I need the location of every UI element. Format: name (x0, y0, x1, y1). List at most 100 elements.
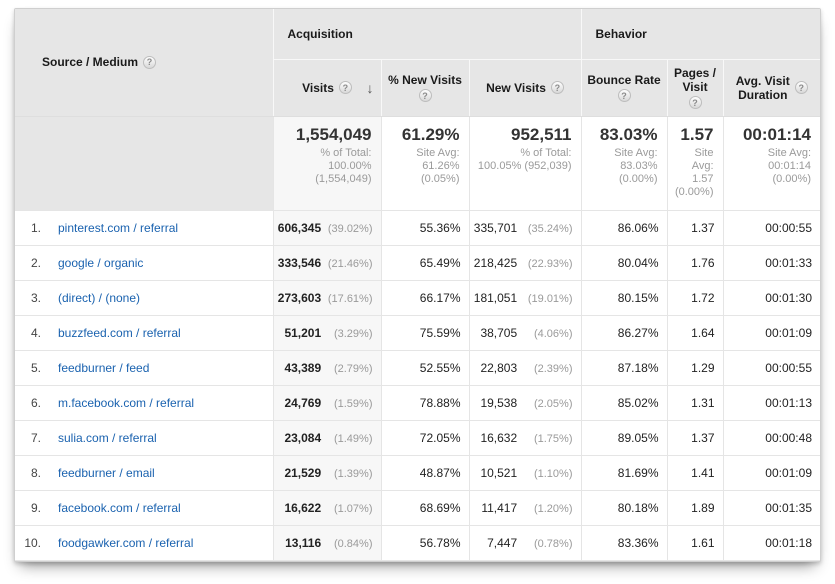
new-visits-percent: (4.06%) (533, 327, 573, 340)
source-medium-link[interactable]: feedburner / feed (58, 360, 150, 375)
visits-value: 43,389 (284, 360, 322, 375)
visits-cell: 51,201 (3.29%) (272, 315, 381, 351)
new-visits-percent: (2.05%) (533, 397, 573, 410)
bounce-total: 83.03% (599, 124, 658, 144)
summary-row: 1,554,049 % of Total: 100.00% (1,554,049… (15, 116, 820, 211)
pages-visit-cell: 1.64 (666, 315, 723, 351)
table-row: 3. (direct) / (none) 273,603 (17.61%) 66.… (15, 280, 820, 316)
source-medium-cell: 9. facebook.com / referral (15, 490, 273, 526)
column-header-source-medium[interactable]: Source / Medium ? (15, 9, 273, 117)
column-header-new-visits[interactable]: New Visits ? (468, 59, 581, 117)
help-icon[interactable]: ? (688, 96, 702, 109)
source-medium-link[interactable]: buzzfeed.com / referral (58, 325, 181, 340)
sort-descending-icon[interactable]: ↓ (366, 79, 374, 96)
table-row: 8. feedburner / email 21,529 (1.39%) 48.8… (15, 455, 820, 491)
help-icon[interactable]: ? (550, 81, 564, 94)
new-visits-cell: 22,803 (2.39%) (468, 350, 581, 386)
source-medium-cell: 5. feedburner / feed (15, 350, 273, 386)
new-visits-percent: (1.75%) (533, 432, 573, 445)
new-visits-cell: 19,538 (2.05%) (468, 385, 581, 421)
source-medium-link[interactable]: (direct) / (none) (58, 290, 141, 305)
bounce-rate-label: Bounce Rate (587, 73, 661, 87)
help-icon[interactable]: ? (143, 55, 157, 69)
column-header-visits[interactable]: Visits ? ↓ (272, 59, 381, 117)
help-icon[interactable]: ? (338, 81, 352, 94)
visits-cell: 43,389 (2.79%) (272, 350, 381, 386)
column-header-bounce-rate[interactable]: Bounce Rate ? (580, 59, 667, 117)
visits-value: 51,201 (284, 325, 322, 340)
new-visits-total-note: % of Total: 100.05% (952,039) (477, 146, 572, 172)
help-icon[interactable]: ? (794, 81, 808, 94)
bounce-rate-cell: 80.15% (580, 280, 667, 316)
pct-new-total-note: Site Avg: 61.26% (0.05%) (416, 146, 460, 185)
pages-visit-cell: 1.31 (666, 385, 723, 421)
new-visits-percent: (22.93%) (527, 257, 573, 270)
source-medium-cell: 4. buzzfeed.com / referral (15, 315, 273, 351)
help-icon[interactable]: ? (617, 89, 631, 102)
visits-value: 16,622 (284, 500, 322, 515)
visits-percent: (1.49%) (333, 432, 373, 445)
row-rank: 9. (30, 500, 41, 515)
pages-visit-cell: 1.37 (666, 210, 723, 246)
summary-bounce-rate: 83.03% Site Avg: 83.03% (0.00%) (580, 116, 667, 211)
source-medium-table: Source / Medium ? Acquisition Behavior V… (15, 9, 820, 561)
visits-percent: (1.59%) (333, 397, 373, 410)
summary-pages-visit: 1.57 Site Avg: 1.57 (0.00%) (666, 116, 723, 211)
new-visits-value: 10,521 (480, 465, 518, 480)
source-medium-link[interactable]: m.facebook.com / referral (58, 395, 195, 410)
column-header-pct-new-visits[interactable]: % New Visits ? (380, 59, 469, 117)
new-visits-label: New Visits (486, 80, 546, 95)
summary-new-visits: 952,511 % of Total: 100.05% (952,039) (468, 116, 581, 211)
pages-visit-cell: 1.37 (666, 420, 723, 456)
avg-duration-cell: 00:01:33 (722, 245, 820, 281)
column-header-avg-visit-duration[interactable]: Avg. Visit Duration ? (722, 59, 820, 117)
visits-percent: (3.29%) (333, 327, 373, 340)
source-medium-link[interactable]: sulia.com / referral (58, 430, 157, 445)
source-medium-label: Source / Medium (42, 55, 139, 70)
new-visits-cell: 11,417 (1.20%) (468, 490, 581, 526)
pages-visit-label: Pages / Visit (673, 66, 717, 94)
visits-percent: (17.61%) (327, 292, 373, 305)
avg-duration-cell: 00:00:48 (722, 420, 820, 456)
pages-total: 1.57 (680, 124, 714, 144)
column-header-pages-visit[interactable]: Pages / Visit ? (666, 59, 723, 117)
source-medium-cell: 3. (direct) / (none) (15, 280, 273, 316)
table-row: 4. buzzfeed.com / referral 51,201 (3.29%)… (15, 315, 820, 351)
new-visits-percent: (2.39%) (533, 362, 573, 375)
new-visits-cell: 181,051 (19.01%) (468, 280, 581, 316)
visits-value: 333,546 (277, 255, 322, 270)
bounce-rate-cell: 89.05% (580, 420, 667, 456)
pages-visit-cell: 1.76 (666, 245, 723, 281)
row-rank: 3. (30, 290, 41, 305)
summary-dimension-cell (15, 116, 273, 211)
source-medium-link[interactable]: facebook.com / referral (58, 500, 181, 515)
source-medium-link[interactable]: google / organic (58, 255, 144, 270)
behavior-label: Behavior (595, 26, 647, 41)
summary-avg-duration: 00:01:14 Site Avg: 00:01:14 (0.00%) (722, 116, 820, 211)
row-rank: 10. (24, 535, 41, 550)
avg-duration-cell: 00:01:09 (722, 315, 820, 351)
source-medium-link[interactable]: foodgawker.com / referral (58, 535, 194, 550)
table-body: 1,554,049 % of Total: 100.00% (1,554,049… (15, 116, 820, 561)
duration-total: 00:01:14 (742, 124, 811, 144)
row-rank: 7. (30, 430, 41, 445)
bounce-rate-cell: 86.06% (580, 210, 667, 246)
pages-visit-cell: 1.41 (666, 455, 723, 491)
source-medium-link[interactable]: pinterest.com / referral (58, 220, 179, 235)
group-header-acquisition: Acquisition (272, 9, 581, 60)
source-medium-cell: 6. m.facebook.com / referral (15, 385, 273, 421)
help-icon[interactable]: ? (418, 89, 432, 102)
visits-cell: 273,603 (17.61%) (272, 280, 381, 316)
avg-duration-cell: 00:00:55 (722, 350, 820, 386)
visits-percent: (1.07%) (333, 502, 373, 515)
pct-new-visits-cell: 68.69% (380, 490, 469, 526)
bounce-rate-cell: 81.69% (580, 455, 667, 491)
pct-new-visits-cell: 65.49% (380, 245, 469, 281)
source-medium-cell: 8. feedburner / email (15, 455, 273, 491)
analytics-table-card: Source / Medium ? Acquisition Behavior V… (14, 8, 821, 562)
avg-duration-cell: 00:01:18 (722, 525, 820, 561)
pct-new-visits-cell: 72.05% (380, 420, 469, 456)
visits-cell: 606,345 (39.02%) (272, 210, 381, 246)
new-visits-cell: 7,447 (0.78%) (468, 525, 581, 561)
source-medium-link[interactable]: feedburner / email (58, 465, 155, 480)
